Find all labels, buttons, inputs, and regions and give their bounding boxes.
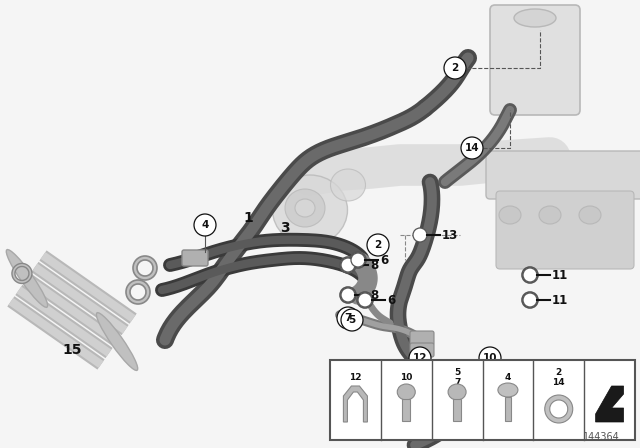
Text: 15: 15 bbox=[62, 343, 82, 357]
Text: 4: 4 bbox=[505, 373, 511, 382]
Text: 10: 10 bbox=[400, 373, 412, 382]
Text: 6: 6 bbox=[380, 254, 388, 267]
Circle shape bbox=[523, 293, 537, 307]
Ellipse shape bbox=[397, 384, 415, 400]
FancyBboxPatch shape bbox=[410, 331, 434, 345]
Ellipse shape bbox=[6, 250, 47, 307]
Text: 7: 7 bbox=[344, 313, 352, 323]
Text: 14: 14 bbox=[465, 143, 479, 153]
Ellipse shape bbox=[97, 313, 138, 370]
Circle shape bbox=[358, 293, 372, 307]
FancyBboxPatch shape bbox=[410, 343, 434, 357]
Ellipse shape bbox=[448, 384, 466, 400]
FancyBboxPatch shape bbox=[486, 151, 640, 199]
Text: 12: 12 bbox=[413, 353, 428, 363]
FancyBboxPatch shape bbox=[453, 399, 461, 421]
Circle shape bbox=[337, 307, 359, 329]
Circle shape bbox=[340, 287, 356, 303]
Ellipse shape bbox=[273, 175, 348, 245]
Text: 144364: 144364 bbox=[583, 432, 620, 442]
FancyBboxPatch shape bbox=[330, 360, 635, 440]
Ellipse shape bbox=[579, 206, 601, 224]
Circle shape bbox=[341, 288, 355, 302]
Text: 9: 9 bbox=[445, 423, 455, 437]
Ellipse shape bbox=[295, 199, 315, 217]
Circle shape bbox=[341, 309, 363, 331]
Ellipse shape bbox=[498, 383, 518, 397]
FancyBboxPatch shape bbox=[490, 5, 580, 115]
Ellipse shape bbox=[499, 206, 521, 224]
Text: 12: 12 bbox=[349, 373, 362, 382]
FancyBboxPatch shape bbox=[505, 397, 511, 421]
Circle shape bbox=[481, 351, 499, 369]
Circle shape bbox=[523, 268, 537, 282]
Circle shape bbox=[461, 137, 483, 159]
Circle shape bbox=[341, 258, 355, 272]
Circle shape bbox=[409, 347, 431, 369]
Text: 3: 3 bbox=[280, 221, 290, 235]
Circle shape bbox=[522, 292, 538, 308]
Text: 8: 8 bbox=[370, 289, 378, 302]
Circle shape bbox=[444, 57, 466, 79]
Text: 2: 2 bbox=[374, 240, 381, 250]
Text: 8: 8 bbox=[370, 258, 378, 271]
Text: 5: 5 bbox=[348, 315, 356, 325]
Ellipse shape bbox=[285, 189, 325, 227]
Circle shape bbox=[479, 347, 501, 369]
Polygon shape bbox=[344, 386, 367, 422]
Text: 11: 11 bbox=[552, 268, 568, 281]
Polygon shape bbox=[596, 386, 623, 422]
Text: 11: 11 bbox=[552, 293, 568, 306]
Text: 4: 4 bbox=[202, 220, 209, 230]
FancyBboxPatch shape bbox=[496, 191, 634, 269]
Text: 2: 2 bbox=[451, 63, 459, 73]
Text: 13: 13 bbox=[442, 228, 458, 241]
Ellipse shape bbox=[514, 9, 556, 27]
Circle shape bbox=[522, 267, 538, 283]
Circle shape bbox=[413, 228, 427, 242]
Ellipse shape bbox=[539, 206, 561, 224]
Text: 2
14: 2 14 bbox=[552, 368, 565, 387]
Text: 10: 10 bbox=[483, 353, 497, 363]
Text: 5
7: 5 7 bbox=[454, 368, 460, 387]
Circle shape bbox=[194, 214, 216, 236]
Circle shape bbox=[340, 257, 356, 273]
FancyBboxPatch shape bbox=[403, 399, 410, 421]
Ellipse shape bbox=[330, 169, 365, 201]
FancyBboxPatch shape bbox=[182, 250, 208, 266]
Circle shape bbox=[411, 351, 429, 369]
Circle shape bbox=[351, 253, 365, 267]
Circle shape bbox=[357, 292, 373, 308]
Circle shape bbox=[367, 234, 389, 256]
Text: 6: 6 bbox=[387, 293, 396, 306]
Text: 1: 1 bbox=[243, 211, 253, 225]
Circle shape bbox=[350, 252, 366, 268]
